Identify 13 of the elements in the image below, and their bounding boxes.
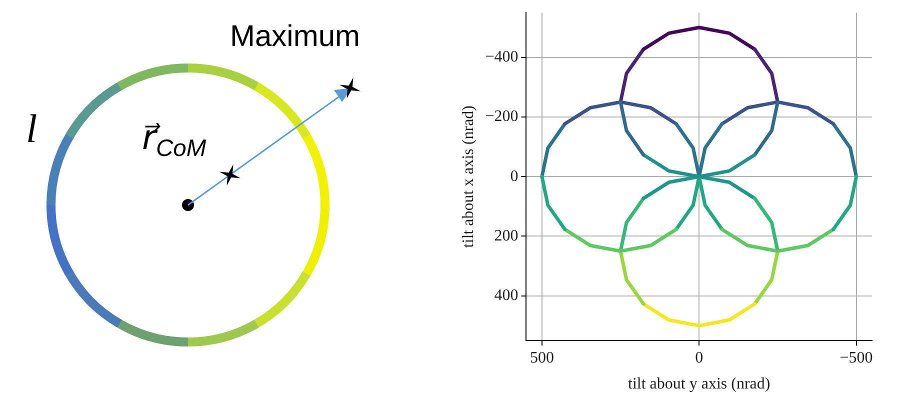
x-tick-label: 0: [695, 349, 704, 366]
x-axis-title: tilt about y axis (nrad): [628, 376, 770, 393]
y-tick-label: −200: [485, 108, 518, 126]
y-tick-label: 200: [494, 227, 518, 244]
x-tick-label: −500: [840, 349, 873, 366]
y-axis-title: tilt about x axis (nrad): [460, 106, 477, 248]
text: r⃗$_{CoM}$: [142, 118, 206, 164]
y-tick-label: −400: [485, 48, 518, 66]
text: l: [26, 105, 38, 152]
y-tick-label: 400: [494, 287, 518, 304]
x-tick-label: 500: [530, 349, 554, 366]
y-tick-label: 0: [510, 168, 518, 185]
text: Maximum: [230, 20, 360, 54]
